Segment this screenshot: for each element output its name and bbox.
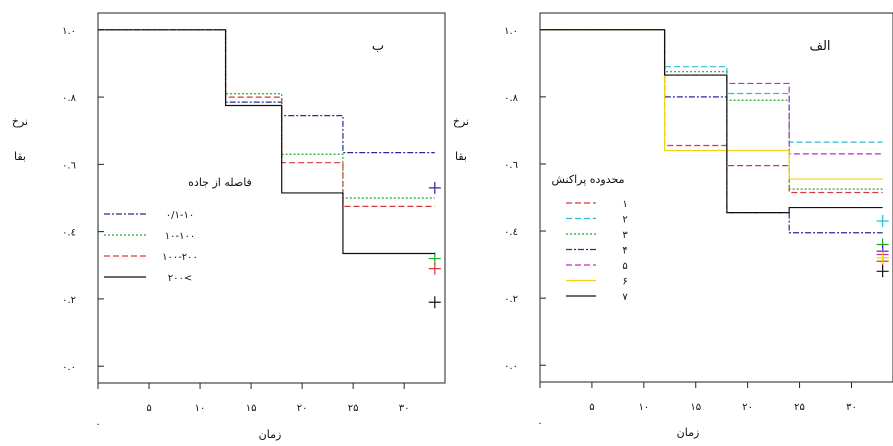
series-line	[98, 29, 435, 208]
series-line	[540, 29, 883, 194]
series-line	[540, 29, 883, 190]
x-tick-label: ۱۵	[690, 402, 701, 413]
legend-label: ۳	[622, 230, 628, 241]
legend-label: ۲۰۰<	[168, 273, 193, 284]
plot-frame	[539, 12, 893, 383]
y-tick-label: ۱.۰	[62, 26, 76, 37]
y-tick-label: ۰.۰	[504, 361, 518, 372]
x-tick-label: ۲۵	[348, 403, 359, 414]
censor-mark	[428, 296, 441, 309]
x-tick-label: ۳۰	[399, 403, 410, 414]
x-tick-label: ۲۵	[794, 402, 805, 413]
legend-label: ۶	[622, 277, 627, 288]
censor-mark	[876, 214, 889, 227]
series-line	[540, 29, 883, 180]
y-tick-label: ۰.۲	[504, 294, 518, 305]
y-tick-label: ۰.۲	[62, 295, 76, 306]
legend-title: محدوده پراکنش	[551, 173, 624, 186]
x-tick-label: ۰	[537, 418, 542, 429]
series-line	[540, 29, 883, 234]
x-axis-label: زمان	[677, 426, 700, 439]
y-tick-label: ۰.٤	[504, 227, 518, 238]
legend-label: ۷	[622, 292, 628, 303]
x-tick-label: ۲۰	[297, 403, 308, 414]
legend-label: ۱	[622, 199, 627, 210]
x-tick-label: ۵	[589, 402, 594, 413]
y-tick-label: ۰.۸	[504, 93, 519, 104]
series-line	[98, 29, 435, 255]
chart-panel-alef: ۰.۰۰.۲۰.٤۰.٦۰.۸۱.۰۰۵ ۱۰ ۱۵ ۲۰ ۲۵ ۳۰زماننرخبقا…	[453, 12, 893, 439]
censor-mark	[428, 252, 441, 265]
chart-panel-b: ۰.۰ ۰.۲ ۰.٤ ۰.٦ ۰.۸ ۱.۰ ۰ ۵ ۱۰ ۱۵ ۲۰ ۲۵ ۳۰ زمان نرخ بقا…	[12, 12, 446, 441]
legend-title: فاصله از جاده	[188, 176, 252, 189]
x-tick-label: ۳۰	[846, 402, 857, 413]
plot-frame	[97, 12, 446, 384]
chart-title: ب	[372, 39, 384, 54]
censor-mark	[428, 181, 441, 194]
x-tick-label: ۱۰	[195, 403, 206, 414]
series-line	[540, 29, 883, 214]
chart-title: الف	[809, 39, 830, 54]
censor-mark	[428, 262, 441, 275]
y-tick-label: ۰.۸	[62, 93, 77, 104]
legend-label: ۱۰۰-۲۰۰	[162, 252, 198, 263]
series-line	[98, 29, 435, 154]
censor-mark	[876, 251, 889, 264]
x-tick-label: ۲۰	[742, 402, 753, 413]
y-axis-label-line-2: بقا	[14, 150, 26, 163]
series-line	[540, 29, 883, 155]
x-tick-label: ۱۰	[638, 402, 649, 413]
y-tick-label: ۰.٦	[62, 160, 76, 171]
legend-label: ۰/۱-۱۰	[166, 210, 194, 221]
y-tick-label: ۰.٦	[504, 160, 518, 171]
y-tick-label: ۰.۰	[62, 362, 76, 373]
censor-mark	[876, 265, 889, 278]
series-line	[98, 29, 435, 199]
legend-label: ۲	[622, 215, 627, 226]
y-axis-label-line-2: بقا	[455, 150, 467, 163]
y-tick-label: ۱.۰	[504, 26, 518, 37]
legend-label: ۵	[622, 261, 627, 272]
series-line	[540, 29, 883, 143]
legend-label: ۴	[622, 246, 627, 257]
x-axis-label: زمان	[259, 428, 282, 441]
y-axis-label-line-1: نرخ	[12, 115, 28, 128]
x-tick-label: ۵	[146, 403, 151, 414]
y-tick-label: ۰.٤	[62, 228, 76, 239]
legend-label: ۱۰-۱۰۰	[165, 231, 195, 242]
x-tick-label: ۰	[95, 419, 100, 430]
x-tick-label: ۱۵	[246, 403, 257, 414]
y-axis-label-line-1: نرخ	[453, 115, 469, 128]
